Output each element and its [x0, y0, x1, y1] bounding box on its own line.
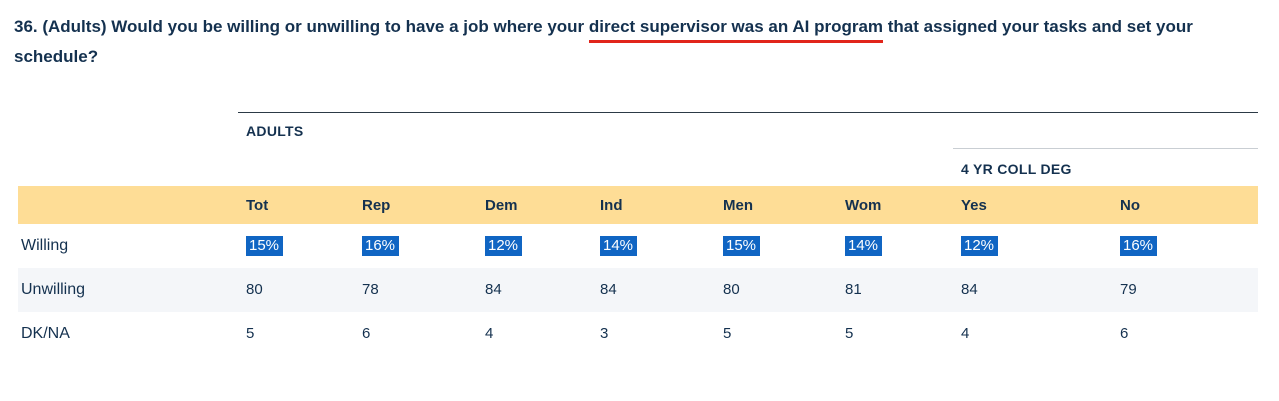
group-header-adults: ADULTS	[238, 112, 1258, 148]
table-cell: 14%	[592, 236, 715, 256]
table-cell: 15%	[715, 236, 837, 256]
table-cell: 80	[246, 281, 263, 298]
group-band-spacer	[18, 112, 238, 148]
table-cell: 14%	[837, 236, 953, 256]
group-band-spacer	[18, 148, 238, 186]
table-cell: 5	[246, 325, 255, 342]
selection-highlight: 12%	[485, 236, 523, 256]
table-cell: 16%	[354, 236, 477, 256]
group-header-coll-deg: 4 YR COLL DEG	[953, 148, 1258, 186]
table-cell: 6	[1120, 325, 1129, 342]
selection-highlight: 12%	[961, 236, 999, 256]
selection-highlight: 16%	[362, 236, 400, 256]
red-underlined-phrase: direct supervisor was an AI program	[588, 17, 884, 43]
selection-highlight: 14%	[600, 236, 638, 256]
table-cell: 5	[723, 325, 732, 342]
question-prefix: 36. (Adults) Would you be willing or unw…	[14, 17, 589, 36]
row-label: Unwilling	[21, 281, 86, 298]
table-row-willing: Willing 15% 16% 12% 14% 15% 14% 12% 16%	[18, 224, 1258, 268]
column-header-no: No	[1120, 196, 1140, 214]
column-header-men: Men	[723, 196, 753, 214]
table-cell: 84	[485, 281, 502, 298]
table-row-dkna: DK/NA 5 6 4 3 5 5 4 6	[18, 312, 1258, 356]
row-label: DK/NA	[21, 325, 70, 342]
column-header-wom: Wom	[845, 196, 882, 214]
selection-highlight: 15%	[246, 236, 284, 256]
table-cell: 12%	[953, 236, 1112, 256]
table-cell: 3	[600, 325, 609, 342]
table-cell: 16%	[1112, 236, 1258, 256]
table-cell: 4	[961, 325, 970, 342]
table-cell: 84	[600, 281, 617, 298]
table-cell: 79	[1120, 281, 1137, 298]
table-cell: 15%	[238, 236, 354, 256]
table-cell: 80	[723, 281, 740, 298]
column-header-yes: Yes	[961, 196, 987, 214]
row-label: Willing	[21, 237, 69, 254]
question-suffix: that assigned your tasks and set your sc…	[14, 17, 1193, 66]
table-cell: 84	[961, 281, 978, 298]
table-cell: 5	[845, 325, 854, 342]
column-header-rep: Rep	[362, 196, 391, 214]
column-header-row: Tot Rep Dem Ind Men Wom Yes No	[18, 186, 1258, 224]
selection-highlight: 14%	[845, 236, 883, 256]
table-cell: 81	[845, 281, 862, 298]
group-band-coll-deg: 4 YR COLL DEG	[18, 148, 1258, 186]
group-band-adults: ADULTS	[18, 112, 1258, 148]
table-cell: 12%	[477, 236, 592, 256]
table-row-unwilling: Unwilling 80 78 84 84 80 81 84 79	[18, 268, 1258, 312]
selection-highlight: 15%	[723, 236, 761, 256]
table-cell: 4	[485, 325, 494, 342]
table-cell: 78	[362, 281, 379, 298]
table-cell: 6	[362, 325, 371, 342]
column-header-dem: Dem	[485, 196, 518, 214]
column-header-ind: Ind	[600, 196, 623, 214]
question-text: 36. (Adults) Would you be willing or unw…	[0, 0, 1279, 72]
column-header-tot: Tot	[246, 196, 269, 214]
selection-highlight: 16%	[1120, 236, 1158, 256]
results-table: ADULTS 4 YR COLL DEG Tot Rep Dem Ind Men…	[18, 112, 1258, 356]
